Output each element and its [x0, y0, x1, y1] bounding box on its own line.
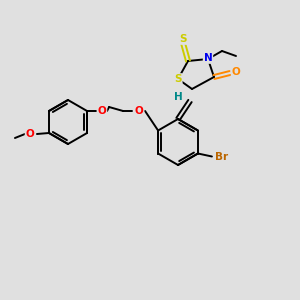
- Text: H: H: [174, 92, 182, 102]
- Text: O: O: [135, 106, 143, 116]
- Text: N: N: [204, 53, 212, 63]
- Text: O: O: [26, 129, 34, 139]
- Text: Br: Br: [215, 152, 229, 161]
- Text: O: O: [98, 106, 106, 116]
- Text: S: S: [179, 34, 187, 44]
- Text: O: O: [232, 67, 240, 77]
- Text: S: S: [174, 74, 182, 84]
